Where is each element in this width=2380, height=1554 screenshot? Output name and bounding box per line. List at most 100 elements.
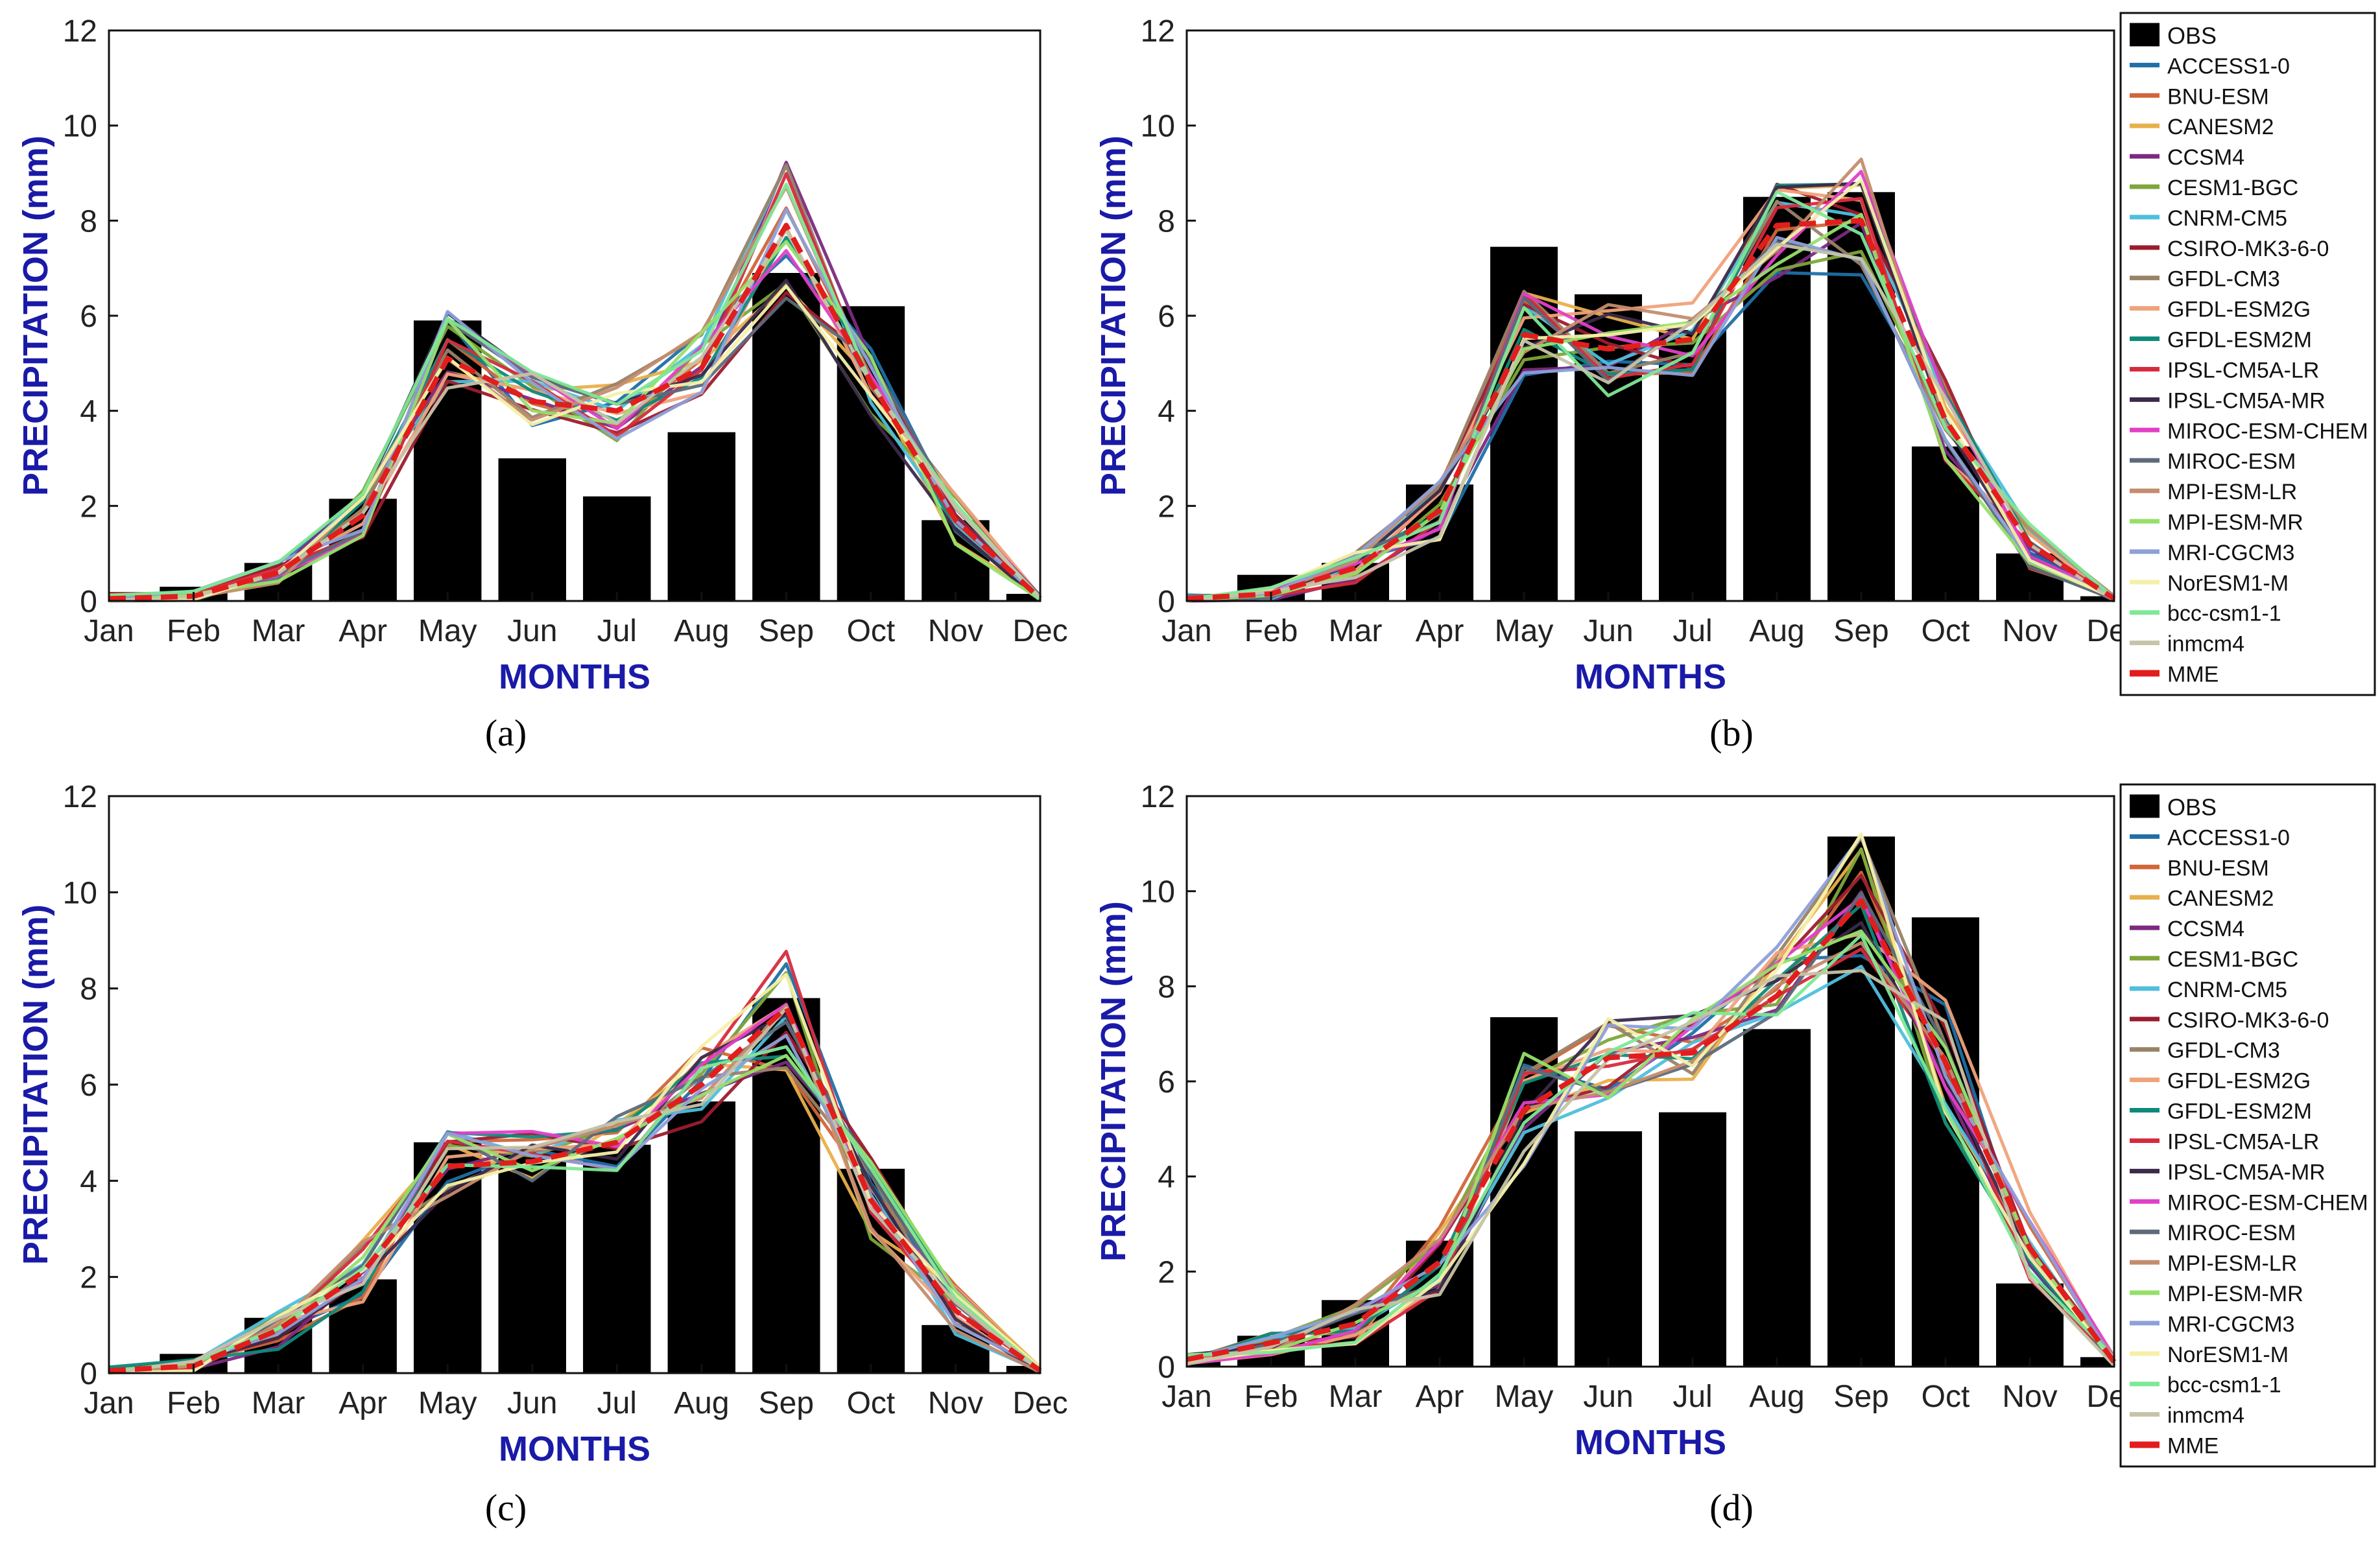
x-tick-label: Feb xyxy=(167,614,220,648)
chart-panel-d: 0 2 4 6 8 10 12 Jan Feb Mar Apr May Jun Jul Aug Sep Oct N… xyxy=(1094,780,2142,1529)
x-tick-label: Mar xyxy=(252,1386,305,1420)
legend-label-obs: OBS xyxy=(2167,22,2217,49)
legend-label: IPSL-CM5A-MR xyxy=(2167,388,2326,413)
legend-label: GFDL-CM3 xyxy=(2167,1039,2280,1063)
x-tick-label: Dec xyxy=(1012,614,1067,648)
y-axis-title: PRECIPITATION (mm) xyxy=(16,904,55,1265)
obs-bar xyxy=(1006,1365,1040,1373)
y-tick-label: 8 xyxy=(80,204,97,239)
model-line-inmcm4 xyxy=(1186,969,2115,1367)
y-tick-label: 6 xyxy=(80,300,97,334)
chart-panel-a: 0 2 4 6 8 10 12 Jan Feb Mar Apr May Jun Jul Aug Sep Oct N… xyxy=(16,14,1068,754)
legend-label: CNRM-CM5 xyxy=(2167,978,2287,1002)
legend-label: MPI-ESM-LR xyxy=(2167,1251,2297,1276)
x-tick-label: Apr xyxy=(1416,1380,1464,1414)
y-tick-label: 0 xyxy=(1158,1350,1175,1385)
y-tick-label: 4 xyxy=(80,395,97,429)
y-tick-label: 10 xyxy=(63,876,97,910)
chart-panel-c: 0 2 4 6 8 10 12 Jan Feb Mar Apr May Jun Jul Aug Sep Oct N… xyxy=(16,780,1068,1529)
x-tick-label: Nov xyxy=(928,614,983,648)
legend-label: bcc-csm1-1 xyxy=(2167,602,2281,626)
legend-label: GFDL-ESM2M xyxy=(2167,1100,2312,1124)
legend-label: IPSL-CM5A-MR xyxy=(2167,1160,2326,1184)
legend-label: CSIRO-MK3-6-0 xyxy=(2167,237,2329,261)
x-tick-label: Jan xyxy=(1161,614,1211,648)
x-tick-label: Apr xyxy=(1416,614,1464,648)
legend-label: BNU-ESM xyxy=(2167,84,2269,109)
y-tick-label: 0 xyxy=(80,585,97,619)
obs-bar xyxy=(752,273,820,601)
x-tick-label: Mar xyxy=(252,614,305,648)
x-tick-label: Sep xyxy=(1833,614,1888,648)
legend-label: GFDL-ESM2M xyxy=(2167,328,2312,353)
legend-box xyxy=(2119,783,2376,1468)
legend-label: MPI-ESM-MR xyxy=(2167,1282,2303,1306)
legend-label: bcc-csm1-1 xyxy=(2167,1373,2281,1398)
legend-label: CCSM4 xyxy=(2167,917,2244,941)
model-line-mpi-esm-mr xyxy=(1186,213,2115,602)
obs-bar xyxy=(1743,1029,1811,1367)
legend-swatch-obs xyxy=(2130,794,2160,818)
legend-label: CESM1-BGC xyxy=(2167,176,2298,200)
x-tick-label: Feb xyxy=(1244,1380,1298,1414)
legend-box xyxy=(2119,12,2376,696)
x-tick-label: Jul xyxy=(1672,1380,1712,1414)
x-tick-label: Apr xyxy=(339,614,387,648)
x-tick-label: Jun xyxy=(507,1386,557,1420)
y-tick-label: 10 xyxy=(1141,110,1175,144)
x-tick-label: Dec xyxy=(1012,1386,1067,1420)
x-tick-label: Jul xyxy=(597,1386,637,1420)
x-axis-title: MONTHS xyxy=(499,657,650,696)
y-tick-label: 4 xyxy=(80,1164,97,1199)
mme-line xyxy=(1186,218,2116,602)
x-tick-label: Jul xyxy=(597,614,637,648)
x-tick-label: Jun xyxy=(507,614,557,648)
x-tick-label: Jun xyxy=(1583,614,1633,648)
x-tick-label: Sep xyxy=(759,1386,814,1420)
y-tick-label: 12 xyxy=(1141,14,1175,49)
model-line-inmcm4 xyxy=(1186,242,2115,603)
obs-bar xyxy=(498,458,566,601)
y-tick-label: 6 xyxy=(1158,1065,1175,1100)
y-tick-label: 2 xyxy=(80,1261,97,1295)
legend-label: MIROC-ESM xyxy=(2167,449,2296,474)
x-tick-label: Feb xyxy=(1244,614,1298,648)
x-tick-label: Oct xyxy=(847,614,896,648)
legend-label: NorESM1-M xyxy=(2167,571,2289,596)
obs-bar xyxy=(667,1101,736,1373)
legend-label: MPI-ESM-MR xyxy=(2167,510,2303,535)
obs-bar xyxy=(583,1144,651,1373)
y-tick-label: 6 xyxy=(80,1068,97,1103)
model-line-mpi-esm-mr xyxy=(108,240,1041,602)
x-tick-label: May xyxy=(1495,614,1554,648)
x-tick-label: Aug xyxy=(674,614,729,648)
x-tick-label: Sep xyxy=(1833,1380,1888,1414)
x-tick-label: Jan xyxy=(84,1386,134,1420)
obs-bar xyxy=(1575,1131,1642,1367)
model-line-bcc-csm1-1 xyxy=(1186,190,2115,601)
legend-d: OBS ACCESS1-0 BNU-ESM CANESM2 CCSM4 CESM1-BGC… xyxy=(2119,783,2376,1468)
legend-label: MIROC-ESM-CHEM xyxy=(2167,1190,2368,1215)
legend-label: IPSL-CM5A-LR xyxy=(2167,1129,2319,1154)
x-tick-label: Oct xyxy=(847,1386,896,1420)
y-tick-label: 0 xyxy=(1158,585,1175,619)
panel-label: (c) xyxy=(485,1487,527,1529)
legend-label: MRI-CGCM3 xyxy=(2167,541,2294,565)
obs-bar xyxy=(583,496,651,601)
model-line-miroc-esm xyxy=(108,1020,1041,1375)
legend-b: OBS ACCESS1-0 BNU-ESM CANESM2 CCSM4 CESM1-BGC… xyxy=(2119,12,2376,696)
mme-line xyxy=(108,222,1042,602)
y-tick-label: 12 xyxy=(63,14,97,49)
chart-panel-b: 0 2 4 6 8 10 12 Jan Feb Mar Apr May Jun Jul Aug Sep Oct N… xyxy=(1094,14,2142,754)
model-line-mpi-esm-lr xyxy=(108,1004,1041,1374)
legend-label: CESM1-BGC xyxy=(2167,947,2298,972)
obs-bar xyxy=(2080,1357,2114,1367)
x-tick-label: May xyxy=(418,614,477,648)
model-line-gfdl-esm2g xyxy=(1186,932,2116,1365)
panel-label: (a) xyxy=(485,712,527,754)
x-tick-label: Mar xyxy=(1329,1380,1383,1414)
y-tick-label: 4 xyxy=(1158,1160,1175,1195)
y-tick-label: 4 xyxy=(1158,395,1175,429)
legend-label: BNU-ESM xyxy=(2167,856,2269,880)
